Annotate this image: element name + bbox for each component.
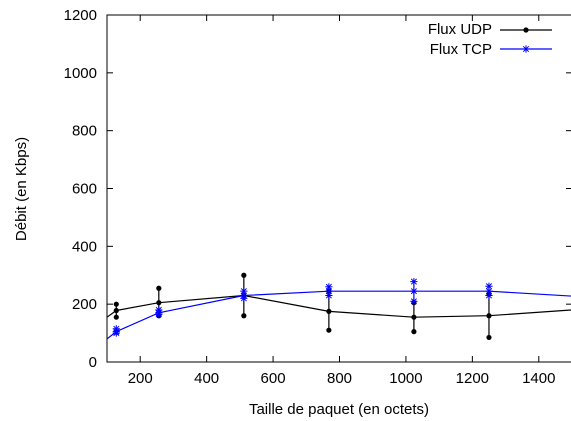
legend-label-udp: Flux UDP [428, 21, 492, 38]
series-line [107, 294, 571, 318]
series-udp [107, 272, 571, 341]
data-point [112, 329, 120, 337]
data-point [486, 313, 492, 319]
legend-star-shape [522, 45, 530, 53]
y-tick-label: 800 [72, 123, 97, 140]
data-point [240, 287, 248, 295]
data-point [241, 313, 247, 319]
x-tick-label: 200 [128, 370, 153, 387]
data-point [411, 314, 417, 320]
data-point [326, 327, 332, 333]
x-tick-label: 600 [261, 370, 286, 387]
tick-labels: 200 400 600 800 1000 1200 1400 0 200 400 600 800 100… [64, 7, 556, 387]
data-point [241, 272, 247, 278]
plot-frame [106, 14, 571, 363]
series-line [107, 290, 571, 340]
x-tick-label: 400 [194, 370, 219, 387]
y-tick-label: 600 [72, 181, 97, 198]
legend-marker-udp [523, 27, 529, 33]
y-tick-label: 0 [89, 354, 97, 371]
y-tick-label: 1200 [64, 7, 97, 24]
y-tick-label: 400 [72, 238, 97, 255]
series-layer [107, 272, 571, 341]
data-point [410, 297, 418, 305]
data-point [113, 307, 119, 314]
data-point [156, 300, 162, 306]
data-point [485, 291, 493, 300]
x-axis-title: Taille de paquet (en octets) [249, 401, 429, 418]
data-point [113, 314, 119, 320]
y-axis-title: Débit (en Kbps) [13, 137, 30, 241]
data-point [156, 285, 162, 291]
x-tick-label: 800 [327, 370, 352, 387]
data-point [410, 287, 418, 295]
data-point [325, 291, 333, 300]
data-point [155, 310, 163, 318]
axis-ticks [107, 14, 571, 363]
data-point [486, 334, 492, 341]
series-tcp [107, 278, 571, 340]
y-tick-label: 1000 [64, 65, 97, 82]
data-point [410, 278, 418, 286]
x-tick-label: 1200 [456, 370, 489, 387]
legend: Flux UDP Flux TCP [428, 21, 552, 58]
x-tick-label: 1000 [389, 370, 422, 387]
y-tick-label: 200 [72, 296, 97, 313]
data-point [113, 301, 119, 307]
data-point [240, 294, 248, 302]
legend-marker-tcp [522, 45, 530, 53]
data-point [411, 329, 417, 335]
legend-label-tcp: Flux TCP [430, 41, 492, 58]
x-tick-label: 1400 [522, 370, 555, 387]
data-point [326, 308, 332, 314]
